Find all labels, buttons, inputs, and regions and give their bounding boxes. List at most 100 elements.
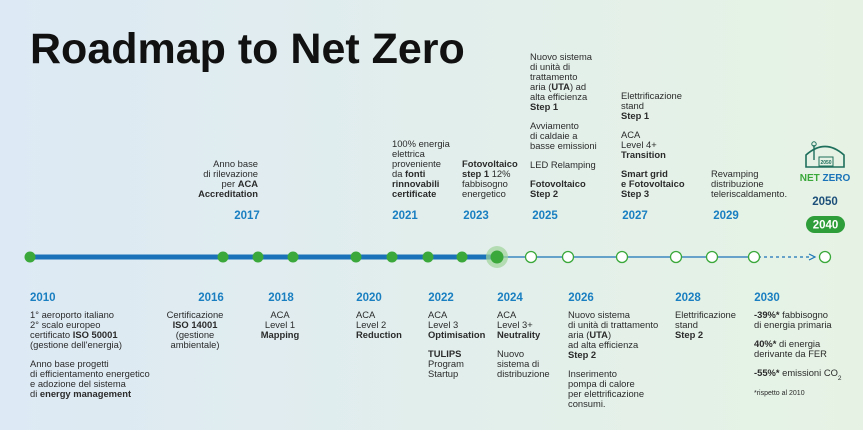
text-span: Anno base progetti — [30, 358, 109, 369]
text-span: -39%* — [754, 309, 780, 320]
text-line: pompa di calore — [568, 378, 635, 389]
text-line: Avviamento — [530, 120, 579, 131]
text-span: rinnovabili — [392, 178, 439, 189]
year-label: 2030 — [754, 292, 780, 304]
text-span: Elettrificazione — [675, 309, 736, 320]
text-line: TULIPS — [428, 348, 461, 359]
text-line: per elettrificazione — [568, 388, 644, 399]
title: Roadmap to Net Zero — [30, 25, 465, 73]
text-span: ACA — [428, 309, 448, 320]
logo-net: NET — [800, 173, 820, 184]
text-span: 1° aeroporto italiano — [30, 309, 114, 320]
logo-year: 2050 — [820, 160, 831, 166]
text-span: ACA — [621, 129, 641, 140]
text-line: Revamping — [711, 168, 758, 179]
text-line: aria (UTA) — [568, 329, 611, 340]
text-line: 100% energia — [392, 138, 451, 149]
year-label: 2028 — [675, 292, 701, 304]
text-span: (gestione — [176, 329, 215, 340]
text-line: Smart grid — [621, 168, 668, 179]
text-span: e Fotovoltaico — [621, 178, 685, 189]
text-line: Level 3+ — [497, 319, 533, 330]
text-span: da — [392, 168, 405, 179]
text-span: Nuovo sistema — [568, 309, 631, 320]
year-label: 2025 — [532, 210, 558, 222]
text-span: certificato — [30, 329, 73, 340]
text-line: proveniente — [392, 158, 441, 169]
year-final: 2050 — [812, 196, 838, 208]
text-span: fabbisogno — [780, 309, 828, 320]
text-span: Step 1 — [530, 101, 558, 112]
text-line: -55%* emissioni CO2 — [754, 367, 842, 382]
text-line: Nuovo sistema — [530, 51, 593, 62]
text-span: consumi. — [568, 398, 606, 409]
year-label: 2029 — [713, 210, 739, 222]
text-line: Optimisation — [428, 329, 486, 340]
text-line: aria (UTA) ad — [530, 81, 586, 92]
text-line: stand — [621, 100, 644, 111]
text-span: distribuzione — [497, 368, 550, 379]
text-span: di caldaie a — [530, 130, 578, 141]
text-line: LED Relamping — [530, 159, 596, 170]
text-span: Revamping — [711, 168, 758, 179]
text-line: Level 4+ — [621, 139, 657, 150]
text-span: Step 1 — [621, 110, 649, 121]
text-span: TULIPS — [428, 348, 461, 359]
milestone-dot — [669, 250, 683, 264]
text-line: rinnovabili — [392, 178, 439, 189]
text-line: Level 1 — [265, 319, 295, 330]
text-span: Nuovo sistema — [530, 51, 593, 62]
year-label: 2020 — [356, 292, 382, 304]
text-span: Startup — [428, 368, 458, 379]
text-line: certificato ISO 50001 — [30, 329, 118, 340]
text-span: Optimisation — [428, 329, 486, 340]
text-span: Certificazione — [167, 309, 224, 320]
text-line: ACA — [428, 309, 448, 320]
logo-text: NET ZERO — [800, 173, 851, 184]
text-span: di rilevazione — [203, 168, 258, 179]
text-line: ACA — [497, 309, 517, 320]
text-span: fabbisogno — [462, 178, 508, 189]
year-label: 2022 — [428, 292, 454, 304]
text-span: stand — [621, 100, 644, 111]
text-line: e Fotovoltaico — [621, 178, 685, 189]
logo-zero: ZERO — [823, 173, 851, 184]
text-span: certificate — [392, 188, 436, 199]
year-pill — [806, 216, 845, 233]
text-span: Transition — [621, 149, 666, 160]
text-span: energy management — [40, 388, 131, 399]
text-span: 2° scalo europeo — [30, 319, 100, 330]
text-line: 1° aeroporto italiano — [30, 309, 114, 320]
year-label: 2016 — [198, 292, 224, 304]
net-zero-logo: 2050 NET ZERO — [800, 141, 851, 184]
text-line: Nuovo sistema — [568, 309, 631, 320]
text-span: Nuovo — [497, 348, 524, 359]
milestone-dot — [217, 251, 229, 263]
text-span: 100% energia — [392, 138, 451, 149]
year-label: 2021 — [392, 210, 418, 222]
text-line: step 1 12% — [462, 168, 510, 179]
text-line: certificate — [392, 188, 436, 199]
milestone-dot — [561, 250, 575, 264]
text-span: ad alta efficienza — [568, 339, 639, 350]
text-line: (gestione — [176, 329, 215, 340]
text-span: LED Relamping — [530, 159, 596, 170]
text-line: ambientale) — [171, 339, 220, 350]
text-span: Inserimento — [568, 368, 617, 379]
text-line: Accreditation — [198, 188, 258, 199]
text-line: Step 2 — [568, 349, 596, 360]
text-line: Inserimento — [568, 368, 617, 379]
text-line: di unità di — [530, 61, 570, 72]
text-line: elettrica — [392, 148, 426, 159]
text-span: Step 2 — [530, 188, 558, 199]
text-span: ACA — [497, 309, 517, 320]
milestone-dot — [456, 251, 468, 263]
text-line: ad alta efficienza — [568, 339, 639, 350]
text-span: *rispetto al 2010 — [754, 390, 805, 397]
text-span: aria ( — [530, 81, 552, 92]
text-span: di energia primaria — [754, 319, 832, 330]
milestone-dot — [386, 251, 398, 263]
text-line: (gestione dell'energia) — [30, 339, 122, 350]
text-line: alta efficienza — [530, 91, 588, 102]
text-line: Level 3 — [428, 319, 458, 330]
